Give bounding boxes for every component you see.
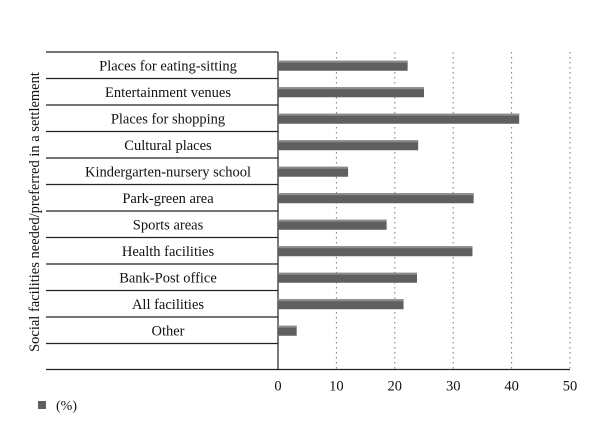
category-table: Places for eating-sitting Entertainment v… (46, 51, 570, 371)
bar (278, 87, 424, 98)
bar-highlight (278, 166, 349, 169)
category-label: Sports areas (133, 217, 204, 233)
category-label: Other (151, 323, 184, 339)
bar (278, 219, 387, 230)
x-tick-label: 0 (274, 379, 281, 395)
bars (278, 60, 520, 336)
category-label: Cultural places (124, 138, 212, 154)
x-tick-label: 20 (388, 379, 403, 395)
bar (278, 166, 349, 177)
bar-highlight (278, 272, 417, 275)
category-label: Places for shopping (111, 111, 225, 127)
legend-swatch (38, 401, 46, 409)
bar (278, 140, 419, 151)
x-tick-label: 30 (446, 379, 461, 395)
bar-highlight (278, 60, 408, 63)
category-label: All facilities (132, 297, 204, 313)
x-tick-label: 50 (563, 379, 578, 395)
bar (278, 193, 474, 204)
x-tick-label: 10 (329, 379, 344, 395)
bar (278, 272, 417, 283)
x-axis-ticks: 0 10 20 30 40 50 (274, 379, 577, 395)
bar (278, 113, 520, 124)
category-label: Park-green area (122, 191, 214, 207)
bar (278, 246, 473, 257)
bar-highlight (278, 325, 297, 328)
bar-highlight (278, 193, 474, 196)
legend: (%) (38, 399, 77, 414)
category-label: Health facilities (122, 244, 215, 260)
bar-highlight (278, 299, 404, 302)
bar (278, 60, 408, 71)
grid-lines (335, 52, 571, 370)
bar-highlight (278, 246, 473, 249)
legend-label: (%) (56, 399, 77, 414)
bar (278, 325, 297, 336)
category-label: Entertainment venues (105, 85, 231, 101)
bar (278, 299, 404, 310)
x-tick-label: 40 (504, 379, 519, 395)
category-label: Kindergarten-nursery school (85, 164, 251, 180)
bar-highlight (278, 140, 419, 143)
bar-highlight (278, 219, 387, 222)
bar-highlight (278, 87, 424, 90)
category-label: Places for eating-sitting (99, 58, 237, 74)
y-axis-label: Social facilities needed/preferred in a … (27, 72, 43, 352)
category-label: Bank-Post office (119, 270, 217, 286)
bar-highlight (278, 113, 520, 116)
